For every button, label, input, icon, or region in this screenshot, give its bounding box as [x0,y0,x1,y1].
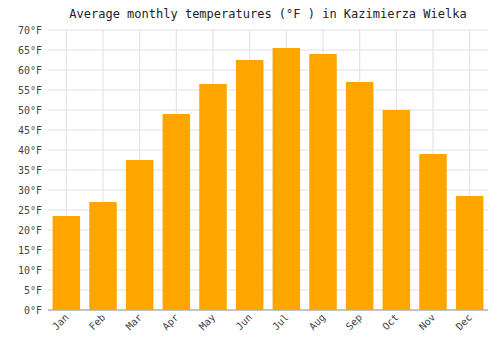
bar [419,154,447,310]
y-tick-label: 60°F [18,65,42,76]
x-tick-label: Feb [87,312,108,333]
bar [126,160,153,310]
bar [383,110,411,310]
y-tick-label: 30°F [18,185,42,196]
y-grid-line [48,50,488,51]
y-tick-label: 35°F [18,165,42,176]
y-tick-label: 40°F [18,145,42,156]
chart-svg: Average monthly temperatures (°F ) in Ka… [0,0,500,350]
y-tick-label: 15°F [18,245,42,256]
grid [48,30,488,310]
chart-container: Average monthly temperatures (°F ) in Ka… [0,0,500,350]
x-tick-label: Nov [417,312,438,333]
y-grid-line [48,70,488,71]
x-tick-label: Jan [50,312,71,333]
y-tick-label: 65°F [18,45,42,56]
axes: 0°F 5°F 10°F 15°F 20°F 25°F 30°F 35°F 40°F 45°F 50… [18,25,488,333]
y-tick-label: 5°F [24,285,42,296]
x-tick-label: Jul [270,312,291,333]
y-grid-line [48,130,488,131]
y-tick-label: 20°F [18,225,42,236]
y-grid-line [48,90,488,91]
bar [163,114,191,310]
bar [236,60,264,310]
x-tick-label: Oct [380,312,401,333]
y-tick-label: 50°F [18,105,42,116]
bar [89,202,117,310]
y-grid-line [48,150,488,151]
x-tick-label: Apr [160,312,181,333]
bar [273,48,301,310]
bar [53,216,80,310]
x-tick-label: Aug [307,312,328,333]
x-tick-label: Dec [454,312,475,333]
x-tick-label: May [197,312,218,333]
bars [53,48,484,310]
bar [309,54,337,310]
bar [456,196,484,310]
bar [346,82,374,310]
chart-title: Average monthly temperatures (°F ) in Ka… [69,7,466,21]
y-grid-line [48,110,488,111]
x-tick-label: Mar [124,312,145,333]
bar [199,84,227,310]
x-tick-label: Sep [344,312,365,333]
y-tick-label: 70°F [18,25,42,36]
y-tick-label: 0°F [24,305,42,316]
y-tick-label: 45°F [18,125,42,136]
x-tick-label: Jun [234,312,255,333]
y-tick-label: 10°F [18,265,42,276]
y-tick-label: 55°F [18,85,42,96]
y-grid-line [48,30,488,31]
y-tick-label: 25°F [18,205,42,216]
